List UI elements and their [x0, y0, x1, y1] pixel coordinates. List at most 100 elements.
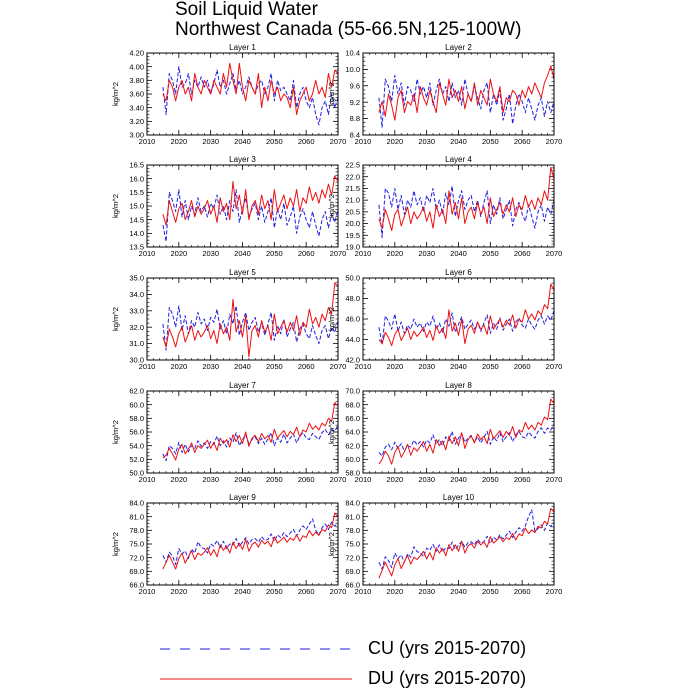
y-tick-label: 50.0	[345, 274, 360, 283]
y-axis-label: kg/m^2	[111, 532, 120, 556]
x-tick-label: 2050	[482, 137, 499, 146]
y-tick-label: 21.0	[345, 196, 360, 205]
x-tick-label: 2020	[170, 587, 187, 596]
y-axis-label: kg/m^2	[111, 82, 120, 106]
y-tick-label: 10.0	[345, 65, 360, 74]
series-line-cu-layer-2	[378, 74, 555, 129]
y-tick-label: 46.0	[345, 315, 360, 324]
x-tick-label: 2040	[234, 362, 251, 371]
y-tick-label: 84.0	[129, 499, 144, 508]
x-tick-label: 2070	[546, 249, 563, 258]
x-tick-label: 2040	[450, 362, 467, 371]
y-tick-label: 78.0	[345, 526, 360, 535]
panel-title-layer-8: Layer 8	[445, 381, 472, 390]
x-tick-label: 2040	[234, 475, 251, 484]
y-tick-label: 81.0	[129, 512, 144, 521]
series-line-cu-layer-3	[162, 189, 339, 243]
x-tick-label: 2070	[546, 475, 563, 484]
y-axis-label: kg/m^2	[111, 420, 120, 444]
y-axis-label: kg/m^2	[111, 307, 120, 331]
x-tick-label: 2030	[202, 249, 219, 258]
y-tick-label: 20.5	[345, 207, 360, 216]
plot-frame	[362, 502, 555, 586]
plot-frame	[146, 390, 339, 474]
y-tick-label: 16.0	[129, 174, 144, 183]
chart-panel-layer-3: Layer 3 2010 2020 2030 2040 2050 2060 2070 13.5 1…	[111, 155, 346, 258]
series-line-du-layer-3	[162, 175, 339, 226]
x-tick-label: 2010	[355, 475, 372, 484]
y-axis-label: kg/m^2	[327, 82, 336, 106]
y-tick-label: 35.0	[129, 274, 144, 283]
x-tick-label: 2020	[170, 475, 187, 484]
x-tick-label: 2050	[266, 587, 283, 596]
chart-panel-layer-7: Layer 7 2010 2020 2030 2040 2050 2060 2070 50.0 5…	[111, 381, 346, 484]
plot-frame	[146, 277, 339, 361]
plot-frame	[362, 164, 555, 248]
y-axis-label: kg/m^2	[327, 420, 336, 444]
x-tick-label: 2070	[330, 249, 347, 258]
x-tick-label: 2060	[514, 362, 531, 371]
plot-frame	[146, 164, 339, 248]
y-tick-label: 8.8	[350, 114, 360, 123]
x-tick-label: 2010	[139, 362, 156, 371]
series-line-du-layer-4	[378, 166, 555, 232]
y-tick-label: 3.40	[129, 103, 144, 112]
panel-title-layer-9: Layer 9	[229, 493, 256, 502]
x-tick-label: 2010	[355, 587, 372, 596]
series-line-cu-layer-4	[378, 185, 555, 239]
y-tick-label: 30.0	[129, 356, 144, 365]
x-tick-label: 2030	[202, 362, 219, 371]
y-tick-label: 31.0	[129, 339, 144, 348]
x-tick-label: 2040	[450, 249, 467, 258]
series-line-du-layer-1	[162, 62, 339, 115]
x-tick-label: 2060	[298, 475, 315, 484]
y-tick-label: 32.0	[129, 323, 144, 332]
series-line-cu-layer-10	[378, 509, 555, 570]
y-tick-label: 22.5	[345, 161, 360, 170]
series-line-du-layer-7	[162, 402, 339, 461]
x-tick-label: 2020	[170, 249, 187, 258]
x-tick-label: 2070	[330, 475, 347, 484]
legend-item-cu: CU (yrs 2015-2070)	[160, 637, 540, 661]
plot-frame	[362, 390, 555, 474]
plot-frame	[146, 52, 339, 136]
x-tick-label: 2050	[482, 475, 499, 484]
x-tick-label: 2070	[330, 587, 347, 596]
x-tick-label: 2040	[234, 137, 251, 146]
chart-panel-layer-9: Layer 9 2010 2020 2030 2040 2050 2060 2070 66.0 6…	[111, 493, 346, 596]
y-tick-label: 3.20	[129, 117, 144, 126]
chart-title: Soil Liquid Water	[175, 0, 318, 20]
y-tick-label: 19.5	[345, 231, 360, 240]
y-tick-label: 66.0	[129, 581, 144, 590]
y-tick-label: 72.0	[345, 553, 360, 562]
plot-frame	[146, 502, 339, 586]
y-tick-label: 60.0	[345, 455, 360, 464]
plot-frame	[362, 277, 555, 361]
panel-title-layer-10: Layer 10	[443, 493, 475, 502]
x-tick-label: 2010	[355, 137, 372, 146]
x-tick-label: 2030	[202, 475, 219, 484]
x-tick-label: 2070	[330, 362, 347, 371]
x-tick-label: 2070	[330, 137, 347, 146]
x-tick-label: 2010	[355, 249, 372, 258]
x-tick-label: 2060	[298, 362, 315, 371]
x-tick-label: 2050	[266, 137, 283, 146]
y-tick-label: 22.0	[345, 172, 360, 181]
y-tick-label: 69.0	[129, 567, 144, 576]
y-tick-label: 13.5	[129, 243, 144, 252]
series-line-du-layer-8	[378, 398, 555, 465]
y-tick-label: 62.0	[129, 387, 144, 396]
y-tick-label: 34.0	[129, 290, 144, 299]
y-tick-label: 3.80	[129, 76, 144, 85]
x-tick-label: 2020	[386, 249, 403, 258]
x-tick-label: 2020	[170, 362, 187, 371]
series-line-cu-layer-1	[162, 66, 339, 126]
panel-title-layer-2: Layer 2	[445, 43, 472, 52]
x-tick-label: 2030	[418, 137, 435, 146]
y-tick-label: 9.2	[350, 98, 360, 107]
y-tick-label: 75.0	[129, 540, 144, 549]
y-tick-label: 48.0	[345, 294, 360, 303]
